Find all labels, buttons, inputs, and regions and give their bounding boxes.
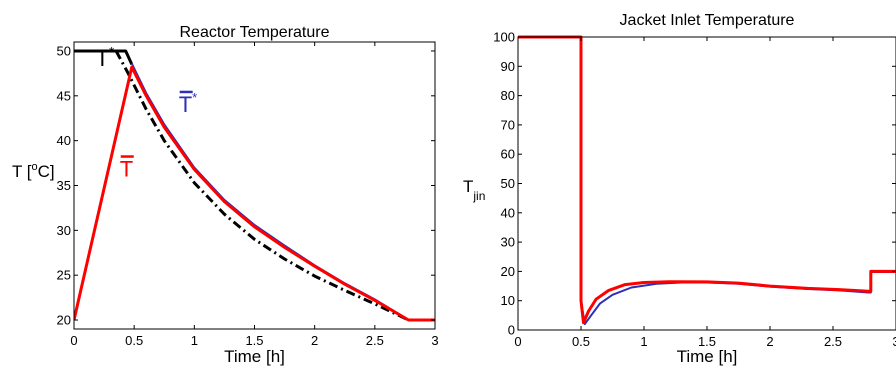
x-tick-label: 0 <box>514 334 521 349</box>
x-tick-label: 2 <box>766 334 773 349</box>
chart-2: Jacket Inlet Temperature00.511.522.53010… <box>463 12 896 366</box>
y-tick-label: 25 <box>57 268 71 283</box>
x-axis-label: Time [h] <box>677 347 738 366</box>
x-tick-label: 2 <box>311 333 318 348</box>
y-tick-label: 40 <box>57 133 71 148</box>
plot-frame <box>517 36 896 331</box>
y-tick-label: 20 <box>501 264 515 279</box>
series-line-2 <box>114 50 435 322</box>
y-tick-label: 70 <box>501 117 515 132</box>
y-tick-label: 45 <box>57 88 71 103</box>
y-tick-label: 100 <box>493 30 515 45</box>
y-tick-label: 50 <box>57 43 71 58</box>
chart-title: Reactor Temperature <box>180 24 330 41</box>
x-tick-label: 3 <box>431 333 438 348</box>
x-tick-label: 1 <box>640 334 647 349</box>
y-tick-label: 20 <box>57 313 71 328</box>
y-tick-label: 0 <box>508 323 515 338</box>
x-tick-label: 0.5 <box>125 333 143 348</box>
y-tick-label: 80 <box>501 88 515 103</box>
series-line-3 <box>130 63 435 321</box>
series-annotation: T <box>120 155 134 182</box>
series-annotation: T* <box>96 44 115 71</box>
chart-title: Jacket Inlet Temperature <box>620 12 795 29</box>
y-tick-label: 60 <box>501 147 515 162</box>
series-line-1 <box>74 49 134 66</box>
x-tick-label: 2.5 <box>824 334 842 349</box>
svg-text:T*: T* <box>179 90 198 117</box>
y-tick-label: 35 <box>57 178 71 193</box>
x-tick-label: 1 <box>191 333 198 348</box>
x-tick-label: 1.5 <box>698 334 716 349</box>
y-tick-label: 30 <box>57 223 71 238</box>
y-axis-label: Tjin <box>463 177 485 203</box>
series-annotation: T* <box>179 90 198 117</box>
svg-text:T*: T* <box>96 44 115 71</box>
x-axis-label: Time [h] <box>224 347 285 366</box>
x-tick-label: 0 <box>70 333 77 348</box>
series-line-2 <box>518 35 896 325</box>
y-tick-label: 90 <box>501 59 515 74</box>
x-tick-label: 3 <box>892 334 896 349</box>
y-tick-label: 40 <box>501 205 515 220</box>
y-axis-label: T [oC] <box>12 161 55 181</box>
y-tick-label: 50 <box>501 176 515 191</box>
x-tick-label: 1.5 <box>245 333 263 348</box>
y-tick-label: 10 <box>501 293 515 308</box>
series-line-4 <box>74 65 435 322</box>
x-tick-label: 2.5 <box>366 333 384 348</box>
y-tick-label: 30 <box>501 235 515 250</box>
svg-text:T: T <box>120 157 133 182</box>
x-tick-label: 0.5 <box>572 334 590 349</box>
chart-1: Reactor Temperature 0 0.5 1 1.5 2 2.5 3 20 25 30 35… <box>12 24 439 366</box>
